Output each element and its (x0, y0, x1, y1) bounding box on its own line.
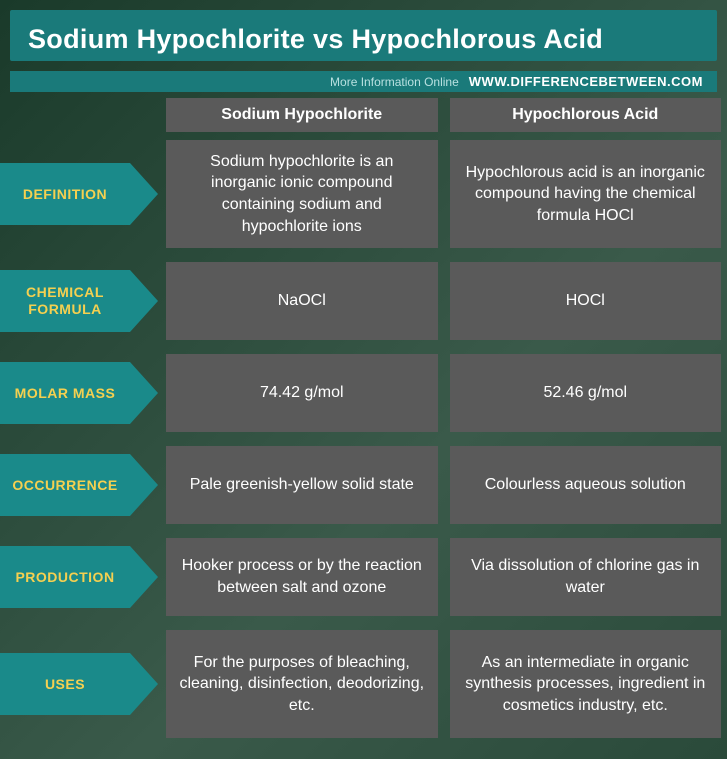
row-label: CHEMICAL FORMULA (0, 270, 130, 332)
rows-container: DEFINITION Sodium hypochlorite is an inor… (0, 140, 727, 738)
row-label: MOLAR MASS (0, 362, 130, 424)
row-label: DEFINITION (0, 163, 130, 225)
row-label-wrap: MOLAR MASS (0, 354, 160, 432)
row-label-wrap: OCCURRENCE (0, 446, 160, 524)
table-row: MOLAR MASS 74.42 g/mol52.46 g/mol (0, 354, 727, 432)
cell-col1: NaOCl (166, 262, 438, 340)
table-row: DEFINITION Sodium hypochlorite is an inor… (0, 140, 727, 248)
table-row: USES For the purposes of bleaching, clean… (0, 630, 727, 738)
cell-col1: Sodium hypochlorite is an inorganic ioni… (166, 140, 438, 248)
cell-col1: Pale greenish-yellow solid state (166, 446, 438, 524)
cell-col2: HOCl (450, 262, 722, 340)
spacer (0, 98, 160, 132)
column-header-1: Sodium Hypochlorite (166, 98, 438, 132)
table-row: CHEMICAL FORMULA NaOClHOCl (0, 262, 727, 340)
row-label: USES (0, 653, 130, 715)
cell-col2: As an intermediate in organic synthesis … (450, 630, 722, 738)
table-row: PRODUCTION Hooker process or by the react… (0, 538, 727, 616)
cell-col2: Colourless aqueous solution (450, 446, 722, 524)
row-label: PRODUCTION (0, 546, 130, 608)
row-label-wrap: PRODUCTION (0, 538, 160, 616)
cell-col1: 74.42 g/mol (166, 354, 438, 432)
cell-col2: 52.46 g/mol (450, 354, 722, 432)
cell-col2: Via dissolution of chlorine gas in water (450, 538, 722, 616)
cell-col1: For the purposes of bleaching, cleaning,… (166, 630, 438, 738)
column-headers: Sodium Hypochlorite Hypochlorous Acid (0, 98, 727, 132)
row-label-wrap: CHEMICAL FORMULA (0, 262, 160, 340)
cell-col2: Hypochlorous acid is an inorganic compou… (450, 140, 722, 248)
row-label: OCCURRENCE (0, 454, 130, 516)
site-url: WWW.DIFFERENCEBETWEEN.COM (469, 74, 703, 89)
column-header-2: Hypochlorous Acid (450, 98, 722, 132)
table-row: OCCURRENCE Pale greenish-yellow solid sta… (0, 446, 727, 524)
page-title: Sodium Hypochlorite vs Hypochlorous Acid (28, 24, 699, 55)
row-label-wrap: USES (0, 630, 160, 738)
subheader: More Information Online WWW.DIFFERENCEBE… (10, 71, 717, 92)
cell-col1: Hooker process or by the reaction betwee… (166, 538, 438, 616)
header: Sodium Hypochlorite vs Hypochlorous Acid (10, 10, 717, 61)
more-info-text: More Information Online (330, 75, 459, 89)
row-label-wrap: DEFINITION (0, 140, 160, 248)
